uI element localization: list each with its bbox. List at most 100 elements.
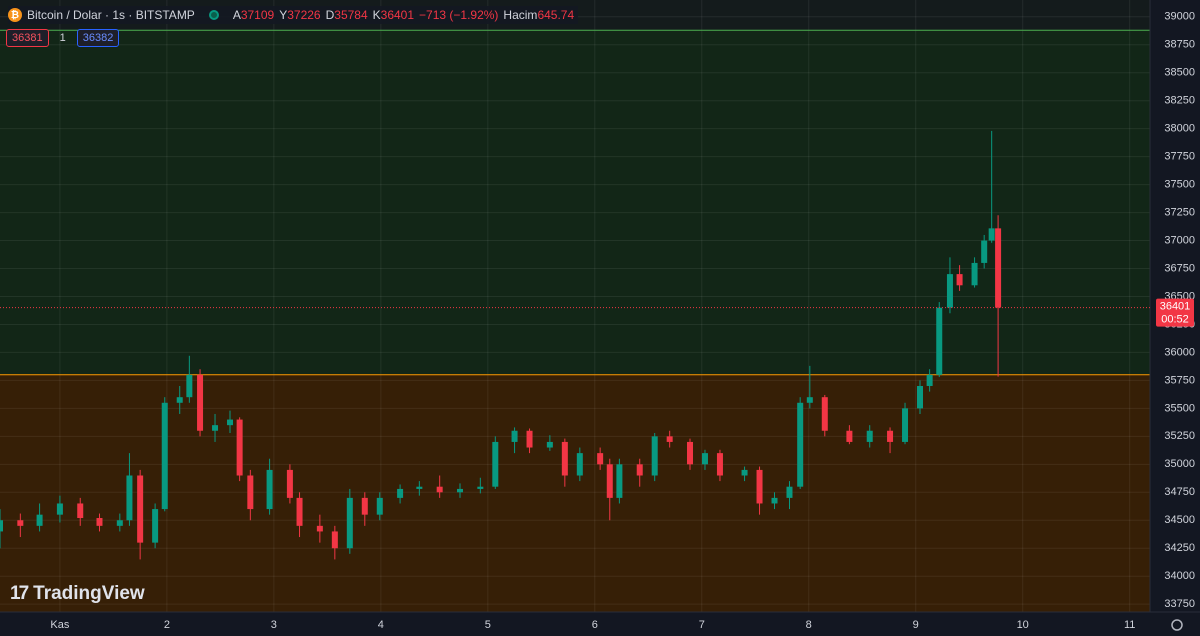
candle-body [126, 475, 133, 521]
candle-body [995, 228, 1002, 308]
candle [846, 425, 853, 445]
buy-button[interactable]: 36382 [76, 29, 120, 47]
market-status[interactable] [208, 10, 219, 20]
candle-body [917, 385, 923, 409]
candle [152, 503, 159, 549]
high-label: Y [279, 8, 288, 22]
watermark-text: TradingView [33, 583, 145, 604]
candle [756, 466, 763, 515]
candle [786, 481, 793, 510]
x-tick-label: Kas [50, 619, 69, 631]
candle [286, 464, 293, 504]
symbol-title[interactable]: Bitcoin / Dolar · 1s · BITSTAMP [27, 8, 195, 22]
candle-body [561, 441, 568, 476]
candle-body [17, 520, 24, 526]
candle-body [0, 520, 3, 532]
candle [477, 477, 484, 494]
settings-icon[interactable] [1171, 619, 1183, 631]
candle [687, 438, 693, 470]
x-tick-label: 2 [164, 619, 170, 631]
y-tick-label: 35250 [1164, 430, 1195, 442]
sell-button[interactable]: 36381 [6, 29, 49, 47]
candle-body [887, 430, 894, 442]
low-label: D [325, 8, 335, 22]
candle-body [821, 397, 828, 431]
close-value: 36401 [380, 8, 415, 22]
candle-body [286, 469, 293, 498]
candle [316, 514, 323, 543]
candle [266, 458, 273, 515]
y-tick-label: 38500 [1164, 67, 1195, 79]
open-label: A [232, 8, 241, 22]
candle [137, 469, 144, 560]
trade-panel: 36381 1 36382 [6, 29, 120, 47]
x-tick-label: 5 [485, 619, 491, 631]
candle-body [116, 520, 123, 526]
candle [606, 458, 613, 521]
candle-body [526, 430, 533, 448]
candle [197, 369, 204, 437]
volume-value: 645.74 [537, 8, 575, 22]
candle-body [797, 402, 804, 487]
candle [887, 427, 894, 454]
candle [821, 394, 828, 437]
y-tick-label: 36750 [1164, 262, 1195, 274]
candle [236, 417, 243, 482]
x-tick-label: 3 [271, 619, 277, 631]
candle-body [376, 497, 383, 515]
candle-body [946, 274, 953, 308]
candle [331, 525, 338, 560]
candle-body [988, 228, 995, 241]
x-tick-label: 8 [806, 619, 812, 631]
candle-body [597, 453, 604, 465]
candle-body [266, 469, 273, 510]
quantity[interactable]: 1 [59, 32, 66, 44]
candle [741, 466, 748, 482]
candle-body [971, 262, 978, 286]
candle [561, 438, 568, 487]
candle-body [77, 503, 84, 519]
candle-body [161, 402, 168, 510]
candle-body [651, 436, 658, 476]
candle-body [956, 274, 963, 286]
candle [866, 425, 873, 448]
candle-body [416, 486, 423, 489]
x-tick-label: 6 [592, 619, 598, 631]
candle [546, 435, 553, 451]
volume-label: Hacim [503, 8, 538, 22]
candle-body [176, 397, 183, 403]
candle-body [247, 475, 254, 510]
y-tick-label: 36000 [1164, 346, 1195, 358]
watermark: 17 TradingView [10, 583, 145, 605]
candle [797, 397, 804, 489]
candle [666, 430, 673, 448]
candle-body [36, 514, 43, 526]
candle-body [687, 441, 693, 465]
candle-body [331, 531, 338, 549]
candle-body [786, 486, 793, 498]
candle [902, 402, 909, 445]
candle [361, 492, 368, 526]
candle-body [477, 486, 484, 489]
candle-body [616, 464, 623, 498]
last-price-box [1156, 298, 1194, 327]
candle-body [771, 497, 778, 504]
candle [176, 385, 183, 414]
y-tick-label: 38000 [1164, 123, 1195, 135]
candle [186, 355, 193, 403]
candle-body [316, 525, 323, 532]
change-value: −713 (−1.92%) [419, 8, 499, 22]
candle-body [96, 518, 103, 526]
symbol-icon: ₿ [8, 8, 22, 22]
candle [161, 397, 168, 512]
candle-body [716, 453, 723, 476]
candle-body [361, 497, 368, 515]
candle [806, 365, 813, 409]
candle [988, 130, 995, 243]
candle [576, 447, 583, 482]
candle-body [137, 475, 144, 543]
candle-body [756, 469, 763, 504]
candle [247, 469, 254, 521]
